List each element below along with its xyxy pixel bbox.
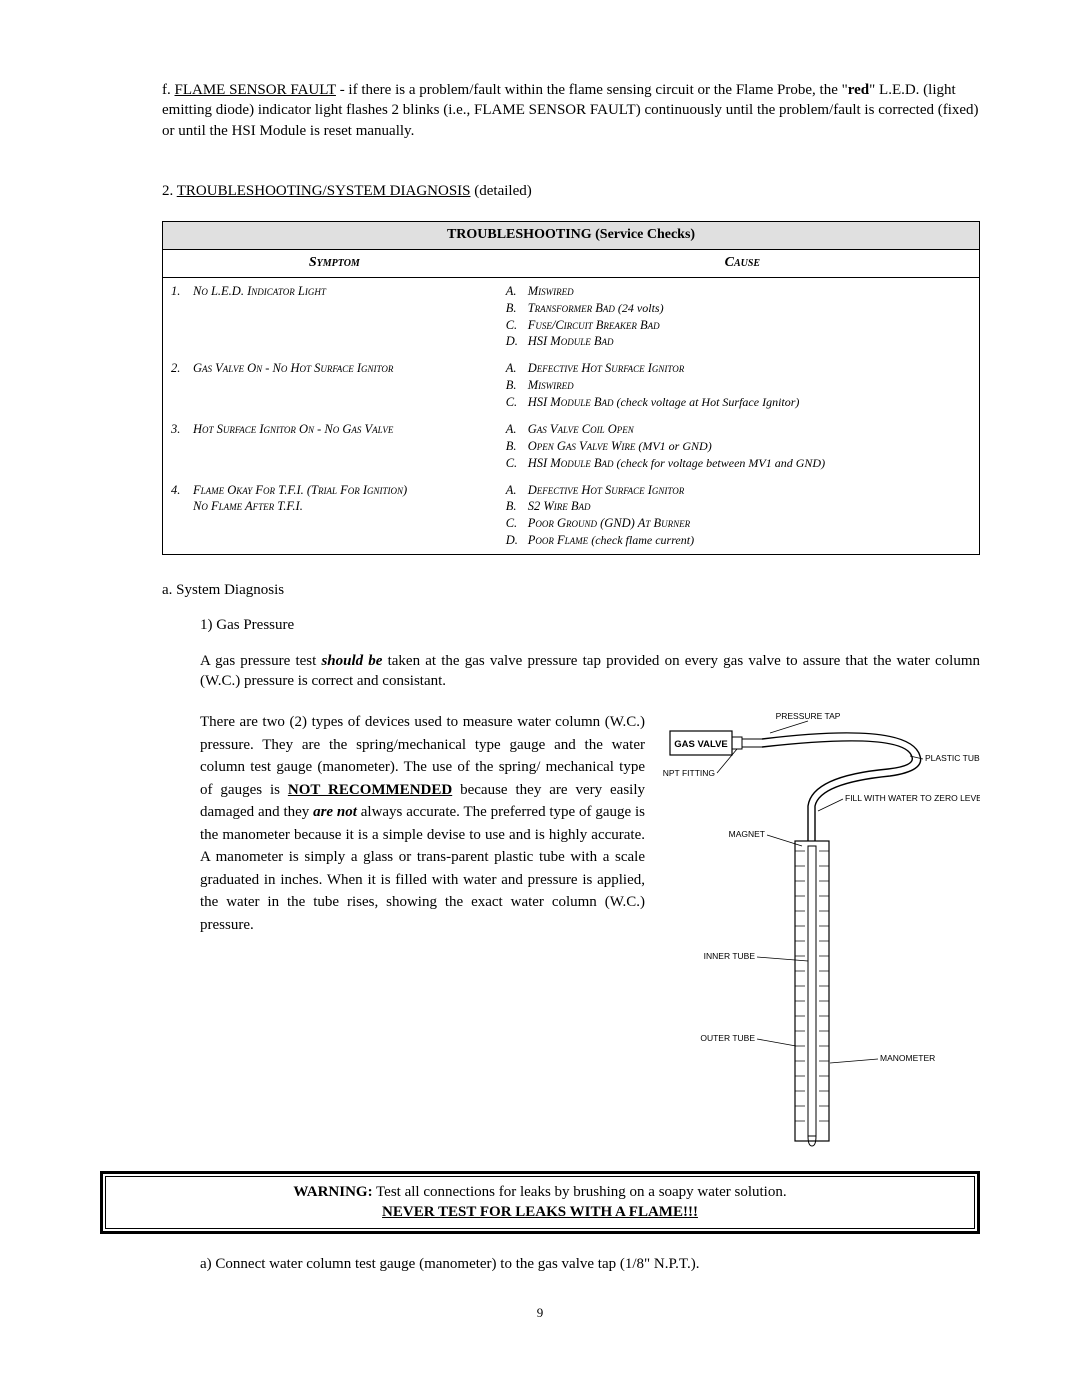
table-row: 4.Flame Okay For T.F.I. (Trial For Ignit… <box>163 477 979 555</box>
tc-t3: always accurate. The preferred type of g… <box>200 804 645 933</box>
col-symptom-header: Symptom <box>163 250 506 277</box>
sub-1: 1) Gas Pressure <box>200 615 980 635</box>
sub-a: a. System Diagnosis <box>162 580 980 600</box>
para-a2: a) Connect water column test gauge (mano… <box>200 1254 980 1274</box>
section-2-title: TROUBLESHOOTING/SYSTEM DIAGNOSIS <box>177 183 471 199</box>
fault-name: FLAME SENSOR FAULT <box>175 82 336 98</box>
section-2-detailed: (detailed) <box>471 183 532 199</box>
plastic-tubing-label: PLASTIC TUBING <box>925 753 980 763</box>
cause-cell: A.Defective Hot Surface IgnitorB.S2 Wire… <box>506 482 979 550</box>
table-title: TROUBLESHOOTING (Service Checks) <box>163 222 979 250</box>
gas-valve-label: GAS VALVE <box>674 739 728 750</box>
troubleshooting-table: TROUBLESHOOTING (Service Checks) Symptom… <box>162 221 980 555</box>
should-be: should be <box>321 653 382 669</box>
ps-t1: A gas pressure test <box>200 653 321 669</box>
two-col-left: There are two (2) types of devices used … <box>200 711 645 1151</box>
diagram-svg: GAS VALVE PRESSURE TAP PLASTIC TUBING 1/… <box>660 711 980 1151</box>
table-row: 1.No L.E.D. Indicator LightA.MiswiredB.T… <box>163 278 979 356</box>
magnet-label: MAGNET <box>729 829 765 839</box>
inner-tube-label: INNER TUBE <box>704 951 756 961</box>
cause-cell: A.MiswiredB.Transformer Bad (24 volts)C.… <box>506 283 979 351</box>
section-2-heading: 2. TROUBLESHOOTING/SYSTEM DIAGNOSIS (det… <box>162 181 980 201</box>
table-row: 3.Hot Surface Ignitor On - No Gas ValveA… <box>163 416 979 477</box>
symptom-cell: 4.Flame Okay For T.F.I. (Trial For Ignit… <box>163 482 506 550</box>
outer-tube-label: OUTER TUBE <box>700 1033 755 1043</box>
warning-box: WARNING: Test all connections for leaks … <box>100 1171 980 1234</box>
fill-water-label: FILL WITH WATER TO ZERO LEVEL <box>845 793 980 803</box>
npt-fitting-label: 1/8 NPT FITTING <box>660 768 715 778</box>
two-column-section: There are two (2) types of devices used … <box>200 711 980 1151</box>
symptom-cell: 2.Gas Valve On - No Hot Surface Ignitor <box>163 360 506 411</box>
cause-cell: A.Defective Hot Surface IgnitorB.Miswire… <box>506 360 979 411</box>
col-cause-header: Cause <box>506 250 979 277</box>
para-f: f. FLAME SENSOR FAULT - if there is a pr… <box>162 80 980 141</box>
para-should: A gas pressure test should be taken at t… <box>200 651 980 692</box>
cause-cell: A.Gas Valve Coil OpenB.Open Gas Valve Wi… <box>506 421 979 472</box>
never-text: NEVER TEST FOR LEAKS WITH A FLAME!!! <box>382 1204 698 1220</box>
table-body: 1.No L.E.D. Indicator LightA.MiswiredB.T… <box>163 278 979 554</box>
para-f-label: f. <box>162 82 175 98</box>
ruler-ticks <box>795 851 829 1121</box>
are-not: are not <box>313 804 357 820</box>
manometer-label: MANOMETER <box>880 1053 935 1063</box>
para-f-t1: - if there is a problem/fault within the… <box>336 82 848 98</box>
page-number: 9 <box>100 1304 980 1322</box>
symptom-cell: 3.Hot Surface Ignitor On - No Gas Valve <box>163 421 506 472</box>
pressure-tap-label: PRESSURE TAP <box>776 711 841 721</box>
not-recommended: NOT RECOMMENDED <box>288 782 452 798</box>
warning-label: WARNING: <box>293 1184 372 1200</box>
manometer-diagram: GAS VALVE PRESSURE TAP PLASTIC TUBING 1/… <box>660 711 980 1151</box>
section-2-num: 2. <box>162 183 177 199</box>
table-headers: Symptom Cause <box>163 250 979 278</box>
warning-text: Test all connections for leaks by brushi… <box>373 1184 787 1200</box>
table-row: 2.Gas Valve On - No Hot Surface IgnitorA… <box>163 355 979 416</box>
symptom-cell: 1.No L.E.D. Indicator Light <box>163 283 506 351</box>
red-word: red <box>848 82 869 98</box>
